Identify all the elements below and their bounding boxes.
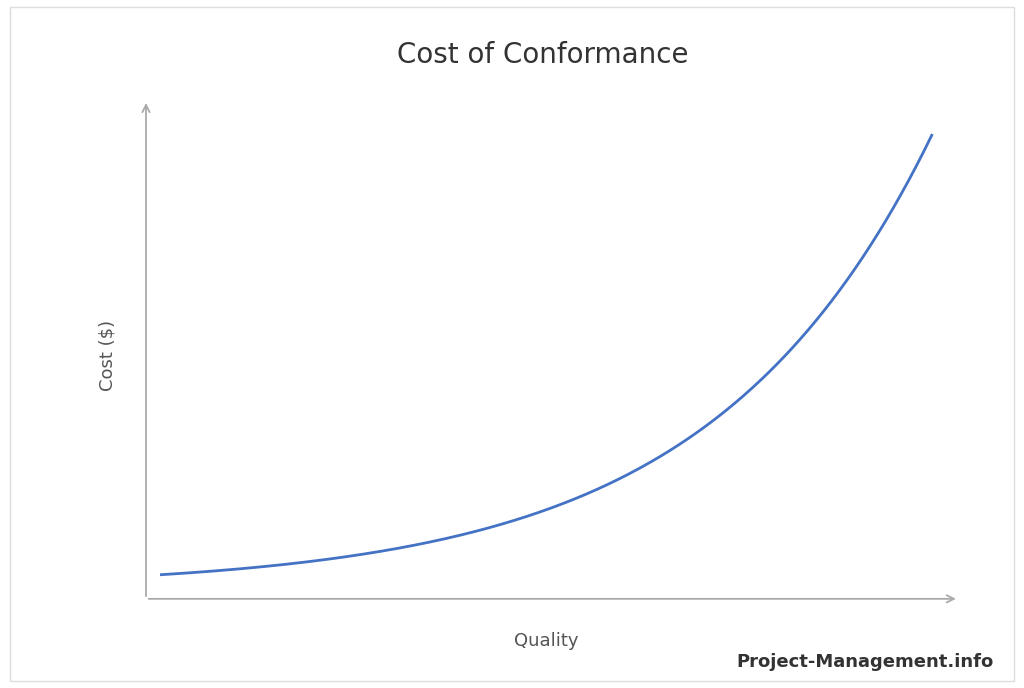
Title: Cost of Conformance: Cost of Conformance: [397, 41, 688, 69]
Text: Cost ($): Cost ($): [98, 319, 117, 391]
Text: Project-Management.info: Project-Management.info: [736, 653, 993, 671]
Text: Quality: Quality: [514, 632, 579, 649]
